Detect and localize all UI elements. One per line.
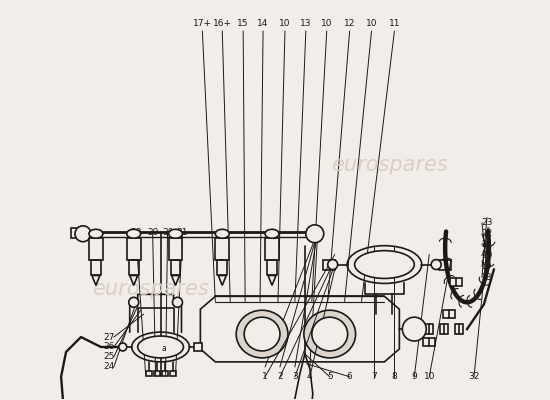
Text: 28: 28 [130,228,141,237]
Text: 30: 30 [162,228,173,237]
Text: 11: 11 [389,19,400,28]
Text: 12: 12 [344,19,355,28]
FancyBboxPatch shape [146,371,152,376]
FancyBboxPatch shape [425,324,433,334]
Polygon shape [218,276,226,286]
Circle shape [431,260,441,270]
Text: 2: 2 [277,372,283,381]
Ellipse shape [215,229,229,238]
Ellipse shape [265,229,279,238]
Circle shape [306,225,324,243]
Text: 25: 25 [103,352,114,362]
Polygon shape [130,276,138,286]
Text: 13: 13 [300,19,312,28]
Text: 9: 9 [411,372,417,381]
FancyBboxPatch shape [323,260,335,270]
Text: 8: 8 [392,372,397,381]
Ellipse shape [89,229,103,238]
Text: 18: 18 [481,273,493,282]
Text: eurospares: eurospares [92,279,209,299]
Text: 24: 24 [103,362,114,371]
Text: 4: 4 [307,372,312,381]
Text: 15: 15 [238,19,249,28]
FancyBboxPatch shape [89,238,103,260]
Text: 22: 22 [481,229,493,238]
FancyBboxPatch shape [153,371,160,376]
FancyBboxPatch shape [424,338,435,346]
Polygon shape [200,296,399,362]
Text: 21: 21 [481,240,493,249]
Circle shape [328,260,338,270]
Ellipse shape [304,310,356,358]
Text: 19: 19 [481,262,493,271]
Ellipse shape [126,229,141,238]
FancyBboxPatch shape [439,260,451,270]
Polygon shape [172,276,179,286]
FancyBboxPatch shape [455,324,463,334]
Text: 26: 26 [103,342,114,352]
Text: 31: 31 [177,228,188,237]
Text: 20: 20 [481,251,493,260]
Ellipse shape [138,336,184,358]
Circle shape [173,297,183,307]
Text: 5: 5 [327,372,333,381]
Text: 6: 6 [346,372,353,381]
Text: a: a [161,344,166,354]
Text: 10: 10 [366,19,377,28]
Text: 7: 7 [372,372,377,381]
Text: 10: 10 [424,372,435,381]
FancyBboxPatch shape [450,278,462,286]
Text: 14: 14 [257,19,269,28]
FancyBboxPatch shape [265,238,279,260]
Text: eurospares: eurospares [331,155,448,175]
Text: 10: 10 [321,19,333,28]
FancyBboxPatch shape [443,310,455,318]
FancyBboxPatch shape [169,371,175,376]
Ellipse shape [312,317,348,351]
FancyBboxPatch shape [215,238,229,260]
FancyBboxPatch shape [162,371,168,376]
Polygon shape [268,276,276,286]
FancyBboxPatch shape [168,238,183,260]
Ellipse shape [168,229,183,238]
Circle shape [119,343,126,351]
Ellipse shape [236,310,288,358]
Ellipse shape [355,251,414,278]
Ellipse shape [347,246,422,284]
Circle shape [403,317,426,341]
Text: 1: 1 [262,372,268,381]
Circle shape [75,226,91,242]
Text: 3: 3 [292,372,298,381]
Text: 23: 23 [481,218,493,227]
Text: 27: 27 [103,332,114,342]
FancyBboxPatch shape [71,228,85,238]
FancyBboxPatch shape [194,343,202,351]
Circle shape [129,297,139,307]
Ellipse shape [244,317,280,351]
Text: 17+: 17+ [193,19,212,28]
Ellipse shape [132,332,189,362]
FancyBboxPatch shape [440,324,448,334]
Text: 29: 29 [147,228,158,237]
Text: 16+: 16+ [213,19,232,28]
FancyBboxPatch shape [126,238,141,260]
Text: 32: 32 [468,372,480,381]
Polygon shape [92,276,100,286]
Text: 10: 10 [279,19,291,28]
